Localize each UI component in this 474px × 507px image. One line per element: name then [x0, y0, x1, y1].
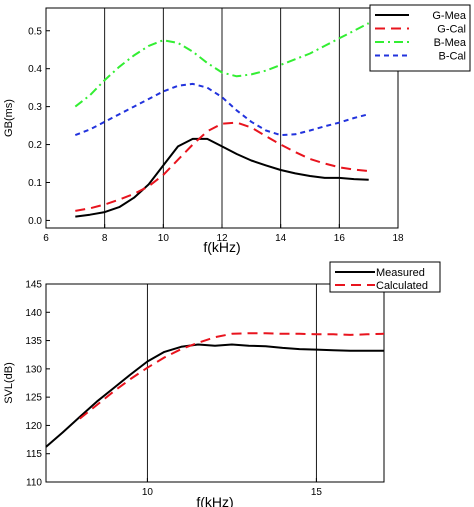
series-line-g-mea [75, 137, 369, 218]
legend-label: B-Cal [438, 51, 466, 63]
x-tick-label: 12 [216, 233, 228, 244]
y-tick-label: 120 [25, 421, 42, 432]
y-tick-label: 110 [26, 478, 42, 489]
y-axis-label: GB(ms) [3, 99, 15, 137]
y-tick-label: 0.2 [28, 140, 42, 151]
legend-label: G-Cal [437, 24, 466, 36]
y-tick-label: 130 [25, 364, 42, 375]
legend-box [329, 261, 441, 293]
x-tick-label: 8 [102, 233, 108, 244]
x-tick-label: 15 [311, 487, 323, 498]
legend-label: G-Mea [432, 10, 467, 22]
x-tick-label: 14 [275, 233, 287, 244]
chart-1: 6 8 10 12 14 16 18 0.0 0.1 0.2 0.3 0.4 0.5 f(kHz) GB(m… [3, 4, 471, 255]
x-tick-label: 16 [334, 233, 346, 244]
x-tick-label: 6 [43, 233, 49, 244]
x-axis-label: f(kHz) [203, 239, 240, 255]
y-tick-label: 0.4 [28, 64, 42, 75]
y-tick-label: 140 [25, 308, 42, 319]
y-tick-label: 0.1 [28, 178, 42, 189]
x-axis-label: f(kHz) [196, 494, 233, 507]
y-axis-label: SVL(dB) [3, 362, 15, 404]
y-tick-label: 0.5 [28, 26, 42, 37]
legend-label: B-Mea [434, 37, 467, 49]
y-tick-label: 145 [25, 280, 42, 291]
y-tick-label: 125 [25, 393, 42, 404]
x-tick-label: 10 [158, 233, 170, 244]
series-line-b-mea [74, 22, 370, 108]
x-tick-label: 10 [142, 487, 154, 498]
legend-label: Calculated [376, 280, 428, 292]
y-tick-label: 0.3 [28, 102, 42, 113]
x-tick-label: 18 [392, 233, 404, 244]
legend-label: Measured [376, 267, 425, 279]
y-tick-label: 115 [26, 449, 42, 460]
series-line-b-cal [74, 82, 369, 137]
plot-frame [45, 283, 385, 483]
chart-2: 10 15 110 115 120 125 130 135 140 145 f(kHz) SVL(dB… [3, 261, 441, 507]
y-tick-label: 135 [25, 336, 42, 347]
series-line-measured [45, 343, 384, 448]
series-line-calculated [79, 332, 385, 420]
y-tick-label: 0.0 [28, 216, 42, 227]
series-line-g-cal [75, 121, 369, 212]
